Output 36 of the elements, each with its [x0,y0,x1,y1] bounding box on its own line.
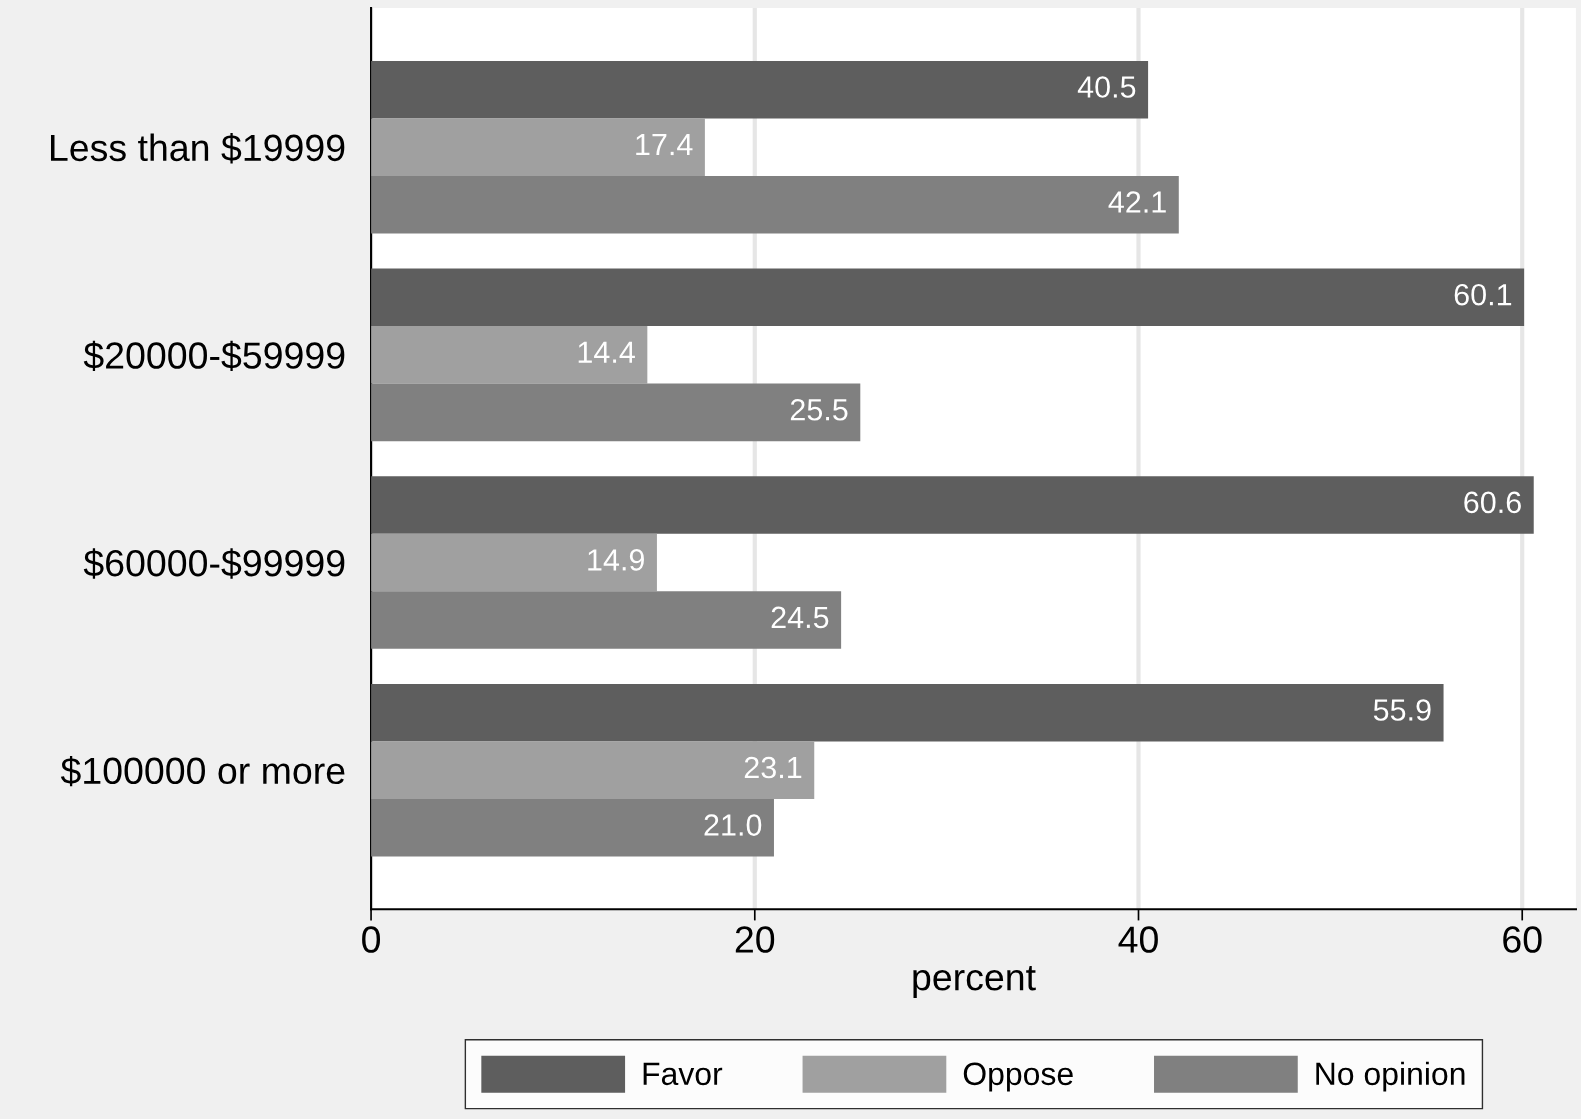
bar [371,118,705,176]
data-label: 23.1 [744,756,802,779]
bar [371,683,1444,742]
y-tick-label: $100000 or more [60,755,345,787]
data-label: 60.6 [1464,491,1521,514]
data-label: 17.4 [636,134,693,156]
bar [371,798,774,857]
legend-label: Favor [643,1062,723,1086]
y-tick-label: $20000-$59999 [83,340,345,372]
bar [371,591,842,649]
bar [371,175,1179,234]
x-tick-label: 0 [362,926,381,953]
x-tick-label: 20 [735,926,775,953]
data-label: 25.5 [790,398,848,421]
data-label: 24.5 [771,606,829,629]
x-tick-label: 60 [1503,926,1542,953]
x-tick-label: 40 [1118,926,1158,953]
data-label: 21.0 [704,814,762,836]
y-tick-label: $60000-$99999 [83,548,345,579]
bar [371,60,1149,119]
y-tick-label: Less than $19999 [50,133,345,164]
data-label: 60.1 [1454,283,1512,306]
legend-label: No opinion [1316,1061,1465,1092]
data-label: 42.1 [1108,191,1166,213]
legend-label: Oppose [963,1062,1073,1092]
data-label: 14.4 [578,341,635,363]
bar [371,326,648,384]
bar [371,383,861,442]
data-label: 14.9 [588,549,644,571]
bar [371,476,1534,534]
x-axis-title: percent [913,965,1036,998]
bar [371,268,1525,327]
data-label: 55.9 [1373,699,1431,721]
bar [371,533,657,592]
bar [371,741,815,799]
data-label: 40.5 [1077,76,1136,98]
